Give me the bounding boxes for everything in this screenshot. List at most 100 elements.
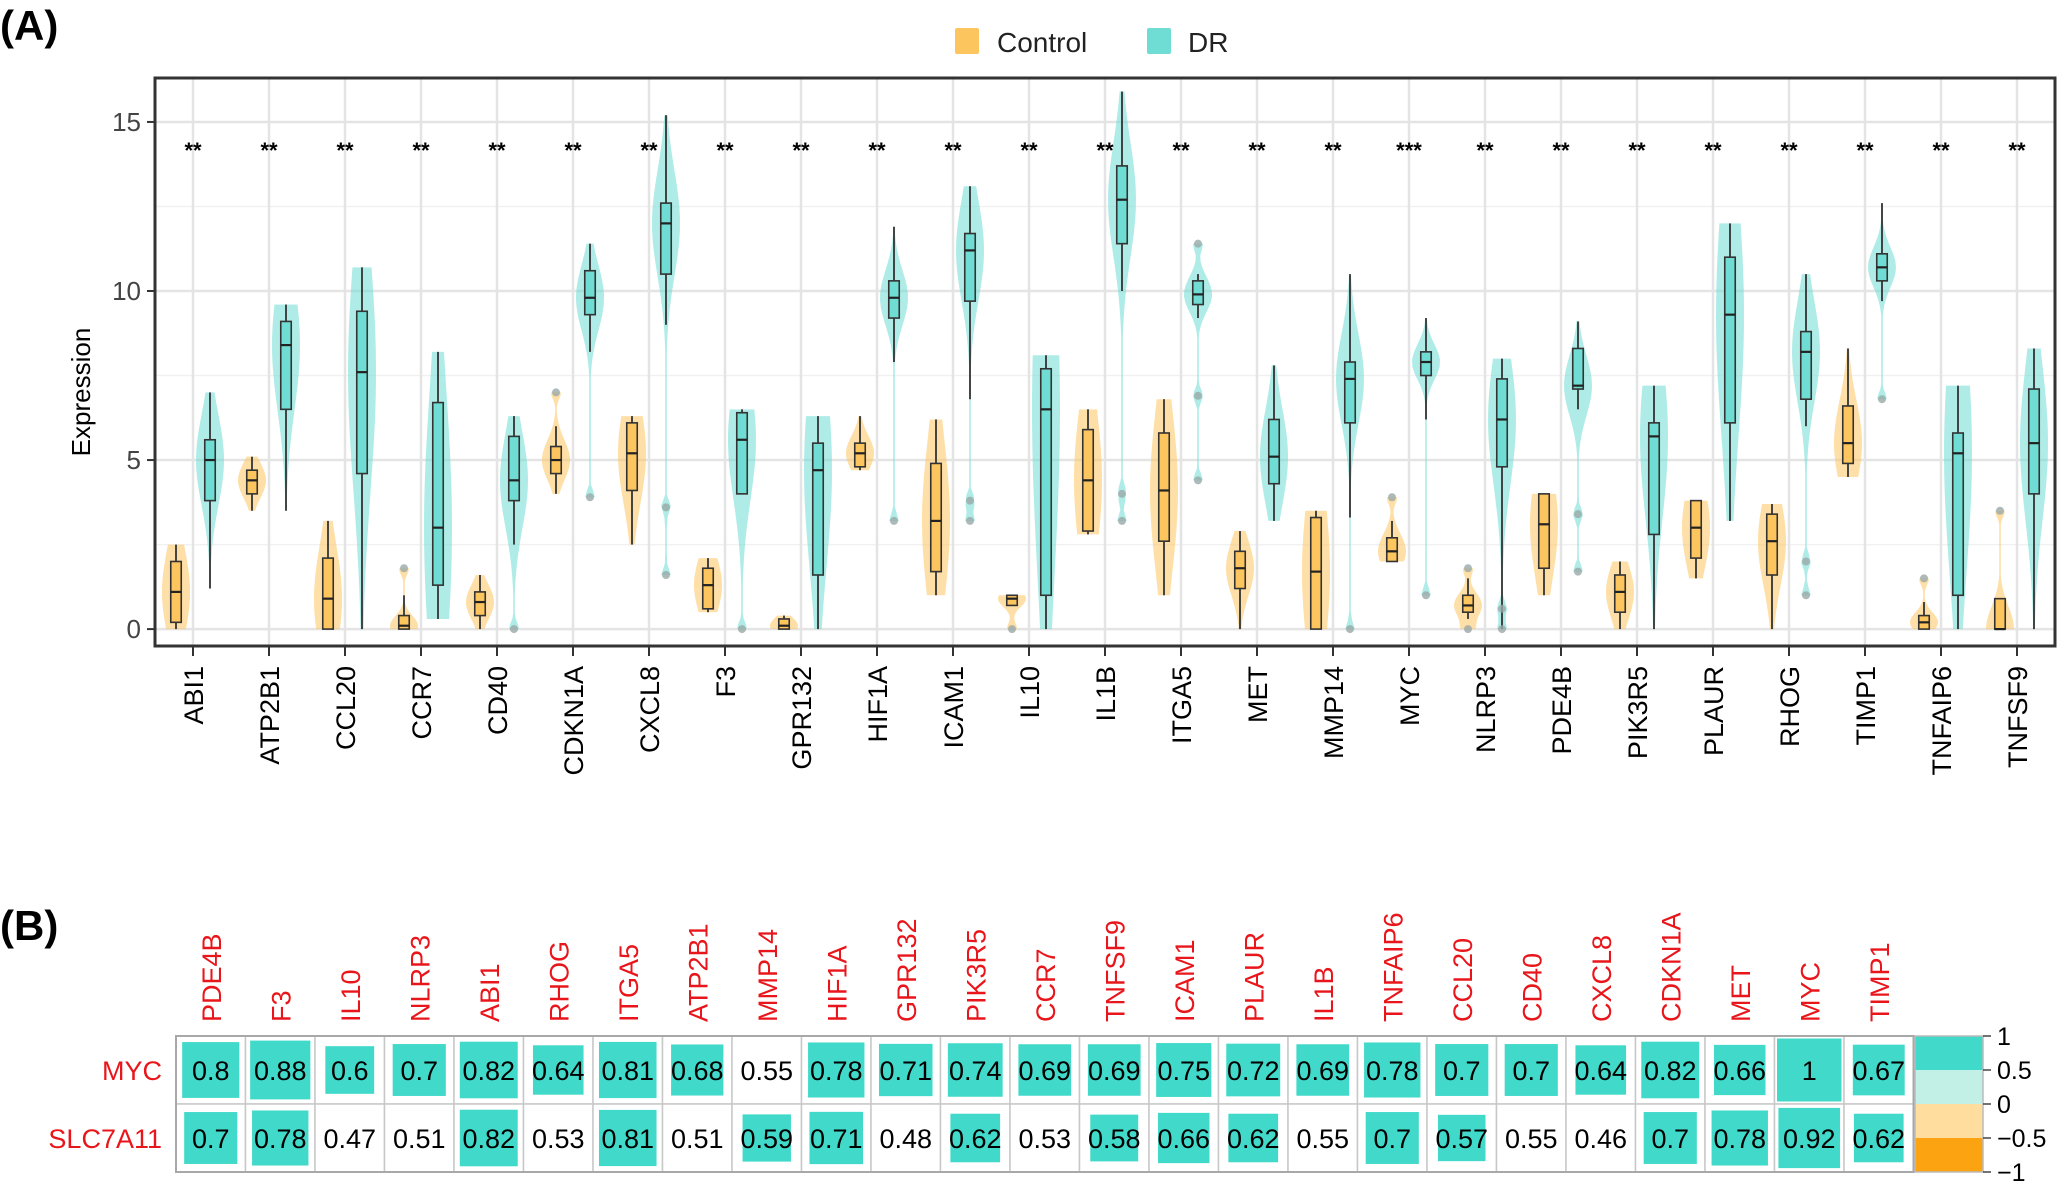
heatmap-cell-value: 0.68	[671, 1056, 724, 1086]
box-dr	[1115, 165, 1129, 245]
box-control	[397, 614, 411, 630]
box-dr	[2027, 388, 2041, 495]
violin-dr	[576, 243, 604, 498]
x-tick-label: CDKN1A	[559, 666, 589, 776]
x-tick-label: CD40	[483, 666, 513, 735]
y-tick-label: 15	[112, 107, 141, 137]
heatmap-column-label: PLAUR	[1239, 932, 1269, 1022]
colorbar: 1 0.5 0 −0.5 −1	[1914, 1023, 2046, 1184]
x-tick-label: MET	[1243, 666, 1273, 723]
heatmap-cell-fill	[184, 1112, 238, 1164]
heatmap-cell-fill	[1714, 1044, 1766, 1096]
box-control	[701, 567, 715, 610]
x-tick-label: PLAUR	[1699, 666, 1729, 756]
heatmap-row-label: SLC7A11	[48, 1124, 162, 1154]
heatmap-column-label: TNFSF9	[1100, 920, 1130, 1022]
significance-label: **	[488, 138, 506, 163]
heatmap-cell-value: 0.72	[1227, 1056, 1280, 1086]
box-dr	[355, 310, 369, 475]
outlier-point	[1498, 604, 1506, 613]
box-dr	[203, 438, 217, 502]
y-tick-label: 10	[112, 276, 141, 306]
heatmap-column-label: GPR132	[892, 918, 922, 1022]
box-control	[321, 557, 335, 630]
heatmap-cell-fill	[1641, 1041, 1700, 1099]
heatmap-cell-fill	[1643, 1112, 1697, 1164]
heatmap-row-labels: MYC SLC7A11	[48, 1056, 162, 1154]
box-control	[1537, 493, 1551, 570]
heatmap-cell-fill	[809, 1111, 864, 1165]
box-control	[853, 442, 867, 468]
box-dr	[811, 442, 825, 576]
heatmap-border	[175, 1035, 1915, 1173]
heatmap-cells: 0.8 0.88 0.6 0.7 0.82 0.64 0.81 0.68 0.55 0.78 0.7…	[175, 1035, 1915, 1173]
heatmap-cell-fill	[1365, 1112, 1419, 1164]
x-tick-label: MYC	[1395, 666, 1425, 726]
significance-label: **	[1932, 138, 1950, 163]
x-tick-label: GPR132	[787, 666, 817, 770]
box-dr	[1343, 361, 1357, 424]
violin-dr	[1792, 274, 1820, 596]
box-control	[1309, 516, 1323, 630]
heatmap-cell-fill	[1364, 1042, 1421, 1098]
heatmap-cell-value: 0.81	[601, 1124, 654, 1154]
panel-b-heatmap: PDE4B F3 IL10 NLRP3 ABI1 RHOG ITGA5 ATP2B1 MMP14…	[48, 912, 2046, 1184]
heatmap-cell-value: 0.75	[1157, 1056, 1210, 1086]
violin-dr	[1108, 91, 1136, 521]
box-control	[1841, 405, 1855, 465]
box-dr	[887, 280, 901, 319]
heatmap-cell	[731, 1035, 803, 1105]
x-axis: ABI1 ATP2B1 CCL20 CCR7 CD40 CDKN1A CXCL8 F3 GPR1…	[179, 646, 2033, 776]
violin-dr	[1564, 321, 1592, 572]
heatmap-cell-value: 0.57	[1435, 1124, 1488, 1154]
x-tick-label: ABI1	[179, 666, 209, 725]
heatmap-column-label: RHOG	[544, 941, 574, 1022]
x-tick-label: CCR7	[407, 666, 437, 740]
x-tick-label: CXCL8	[635, 666, 665, 753]
heatmap-cell-fill	[1438, 1114, 1486, 1162]
y-axis: 0 5 10 15	[112, 107, 155, 644]
heatmap-cell-fill	[459, 1041, 518, 1099]
heatmap-cell-fill	[1228, 1113, 1279, 1163]
outlier-point	[1194, 239, 1202, 248]
y-tick-label: 0	[127, 614, 141, 644]
box-dr	[1419, 351, 1433, 377]
heatmap-cell-value: 0.7	[400, 1056, 438, 1086]
outlier-point	[1194, 391, 1202, 400]
y-axis-label: Expression	[66, 328, 96, 457]
heatmap-cell-fill	[1018, 1044, 1072, 1096]
outlier-point	[1464, 564, 1472, 573]
heatmap-cell-value: 0.53	[1018, 1124, 1071, 1154]
box-control	[929, 462, 943, 573]
outlier-point	[1878, 395, 1886, 404]
colorbar-segment	[1915, 1070, 1983, 1104]
significance-label: ***	[1396, 138, 1422, 163]
significance-label: **	[944, 138, 962, 163]
heatmap-column-label: IL1B	[1309, 966, 1339, 1022]
heatmap-cell-value: 0.58	[1088, 1124, 1141, 1154]
heatmap-cell-value: 0.81	[601, 1056, 654, 1086]
box-control	[1613, 574, 1627, 613]
violin-dr	[1412, 318, 1440, 596]
x-tick-label: IL10	[1015, 666, 1045, 719]
heatmap-cell-fill	[1852, 1044, 1905, 1096]
heatmap-cell-value: 0.7	[1651, 1124, 1689, 1154]
box-control	[1233, 550, 1247, 590]
significance-label: **	[1324, 138, 1342, 163]
box-dr	[1267, 418, 1281, 485]
heatmap-cell-value: 0.69	[1018, 1056, 1071, 1086]
box-control	[777, 618, 791, 630]
outlier-point	[1464, 625, 1472, 634]
x-tick-label: HIF1A	[863, 666, 893, 743]
heatmap-cell-value: 0.46	[1574, 1124, 1627, 1154]
significance-label: **	[1096, 138, 1114, 163]
heatmap-cell-fill	[1087, 1044, 1141, 1096]
heatmap-cell-value: 0.62	[949, 1124, 1002, 1154]
outlier-point	[510, 625, 518, 634]
heatmap-cell-value: 0.53	[532, 1124, 585, 1154]
heatmap-cell-value: 0.7	[192, 1124, 230, 1154]
significance-label: **	[260, 138, 278, 163]
colorbar-segment	[1915, 1104, 1983, 1138]
outlier-point	[662, 503, 670, 512]
outlier-point	[1498, 625, 1506, 634]
